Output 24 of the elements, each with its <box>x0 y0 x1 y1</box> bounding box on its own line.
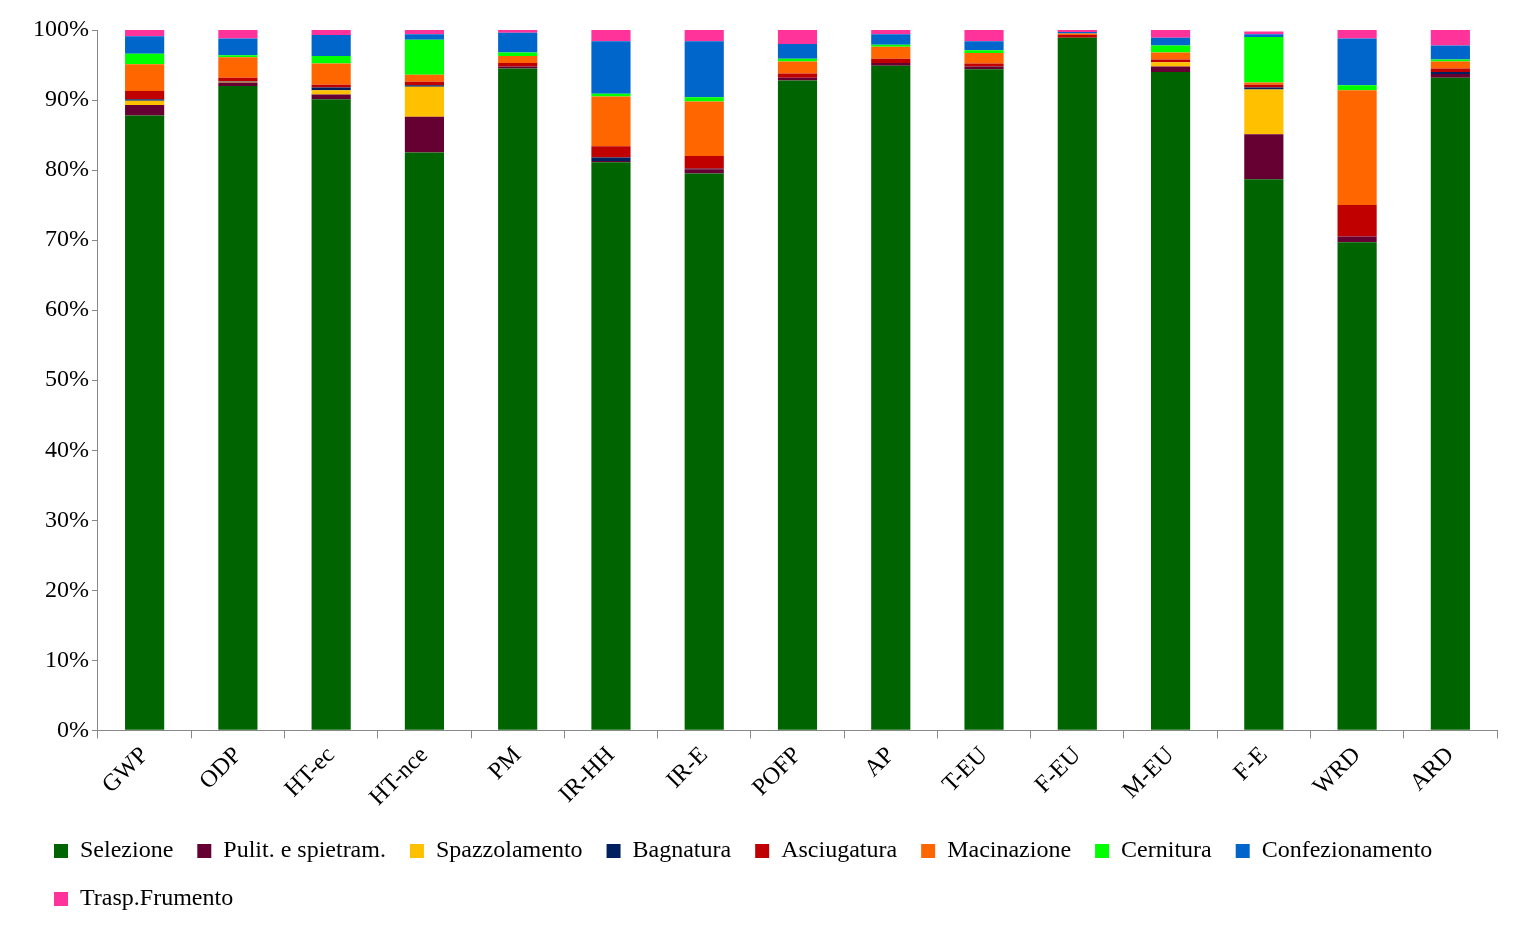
x-tick-label: ODP <box>193 741 246 794</box>
y-tick-label: 50% <box>44 365 89 392</box>
y-tick-label: 60% <box>44 295 89 322</box>
legend-label: Pulit. e spietram. <box>223 836 386 863</box>
legend-label: Cernitura <box>1121 836 1213 863</box>
x-tick-label: PM <box>482 741 526 785</box>
y-tick-label: 100% <box>32 15 89 42</box>
legend-label: Selezione <box>80 836 174 863</box>
legend-label: Asciugatura <box>781 836 898 863</box>
y-tick-label: 80% <box>44 155 89 182</box>
legend-label: Trasp.Frumento <box>80 884 234 911</box>
y-tick-label: 30% <box>44 505 89 532</box>
y-tick-label: 20% <box>44 575 89 602</box>
y-tick-label: 70% <box>44 225 89 252</box>
legend-label: Confezionamento <box>1261 836 1433 863</box>
y-tick-label: 90% <box>44 85 89 112</box>
y-tick-label: 40% <box>44 435 89 462</box>
legend-label: Bagnatura <box>632 836 732 863</box>
legend-label: Spazzolamento <box>435 836 583 863</box>
y-tick-label: 10% <box>44 645 89 672</box>
x-tick-label: AP <box>858 741 899 782</box>
y-tick-label: 0% <box>56 715 89 742</box>
legend-label: Macinazione <box>947 836 1072 863</box>
x-tick-label: F-E <box>1227 741 1272 785</box>
